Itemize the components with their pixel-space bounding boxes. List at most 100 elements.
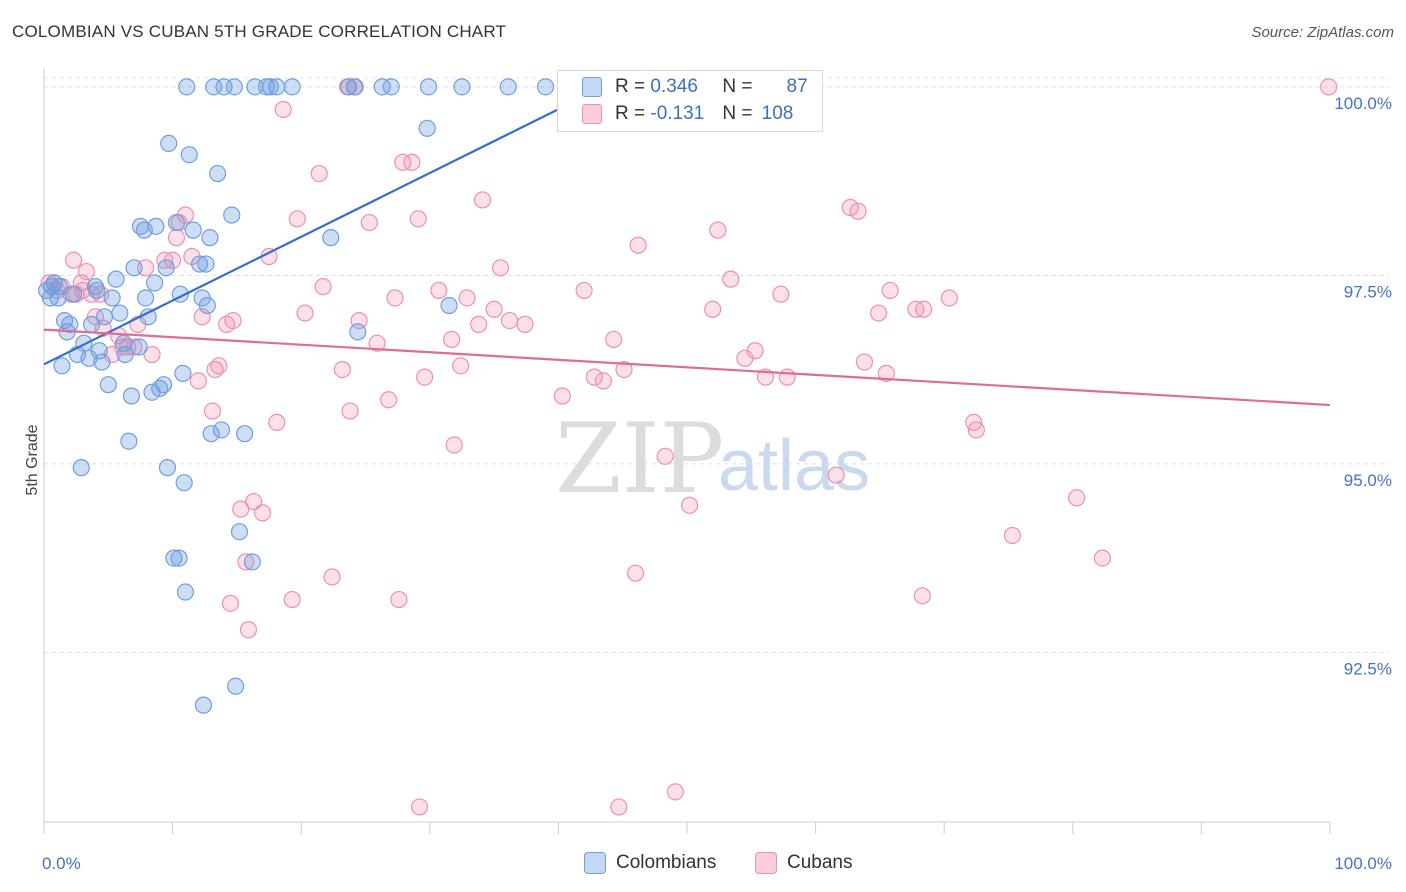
colombian-point	[176, 583, 195, 601]
colombian-point	[346, 78, 364, 96]
cuban-point	[1093, 549, 1111, 567]
n-value: 108	[761, 103, 794, 124]
colombian-point	[261, 78, 279, 96]
series-legend-colombians[interactable]: Colombians	[584, 852, 716, 874]
colombian-point	[50, 278, 69, 296]
colombian-trend-line	[43, 106, 562, 366]
cuban-point	[626, 564, 645, 582]
colombian-point	[322, 229, 340, 247]
colombian-point	[499, 78, 517, 96]
cuban-point	[368, 334, 386, 352]
colombian-point	[170, 549, 188, 567]
colombian-point	[349, 323, 367, 341]
colombian-point	[440, 296, 458, 315]
colombian-point	[103, 289, 121, 307]
cuban-point	[403, 153, 421, 171]
cuban-point	[849, 202, 867, 220]
cuban-point	[940, 289, 958, 307]
cuban-point	[615, 361, 633, 379]
cuban-point	[445, 436, 463, 454]
colombian-point	[157, 259, 175, 277]
y-tick-label: 95.0%	[1344, 471, 1392, 490]
cuban-point	[629, 236, 647, 254]
cuban-point	[915, 300, 933, 318]
cuban-point	[575, 281, 593, 300]
cuban-point	[827, 466, 845, 484]
colombian-point	[145, 274, 164, 292]
data-points	[37, 78, 1338, 816]
cuban-point	[203, 402, 222, 420]
cuban-point	[341, 402, 359, 420]
colombian-point	[202, 425, 220, 443]
colombian-point	[243, 553, 261, 571]
colombian-point	[180, 146, 198, 164]
watermark: ZIP atlas	[555, 403, 870, 515]
colombian-point	[147, 217, 165, 235]
x-tick-label: 100.0%	[1334, 854, 1392, 873]
cuban-point	[360, 213, 378, 232]
legend-row-cubans: R = -0.131 N = 108	[558, 101, 802, 127]
colombian-point	[197, 255, 215, 273]
cuban-point	[239, 621, 258, 639]
colombian-point	[154, 376, 173, 394]
colombian-point	[130, 338, 148, 356]
cuban-point	[73, 281, 92, 300]
colombian-point	[419, 78, 438, 96]
series-label-cubans: Cubans	[787, 852, 853, 873]
cuban-point	[1320, 78, 1338, 96]
cuban-point	[870, 304, 888, 322]
colombian-point	[95, 308, 114, 326]
cuban-point	[380, 391, 398, 409]
colombian-point	[53, 357, 71, 375]
colombian-point	[93, 353, 111, 371]
cuban-point	[323, 568, 341, 586]
cuban-point	[443, 330, 461, 349]
cuban-point	[746, 342, 764, 360]
colombian-point	[175, 474, 193, 492]
cuban-point	[491, 259, 510, 277]
series-legend: Colombians Cubans	[0, 852, 1406, 876]
colombian-point	[174, 364, 192, 382]
cuban-point	[881, 281, 899, 300]
cuban-point	[245, 492, 263, 511]
n-label: N =	[722, 103, 753, 124]
colombian-point	[75, 334, 93, 352]
watermark-zip: ZIP	[555, 403, 724, 515]
cuban-point	[274, 100, 292, 119]
r-value: 0.346	[650, 76, 698, 97]
colombian-point	[88, 281, 106, 300]
legend-swatch-cubans	[582, 104, 602, 124]
colombian-point	[223, 206, 241, 224]
cuban-point	[610, 798, 628, 816]
cuban-point	[333, 361, 351, 379]
cuban-point	[913, 587, 931, 605]
cuban-point	[221, 594, 240, 612]
cuban-point	[594, 372, 613, 390]
cuban-point	[553, 387, 571, 405]
cuban-point	[189, 372, 207, 390]
cuban-point	[237, 553, 255, 571]
cuban-point	[877, 364, 895, 382]
colombian-point	[107, 270, 125, 288]
cuban-point	[778, 368, 796, 386]
series-legend-cubans[interactable]: Cubans	[755, 852, 853, 874]
cuban-point	[232, 500, 250, 518]
colombian-point	[184, 221, 202, 239]
cuban-point	[254, 504, 272, 522]
cuban-point	[314, 278, 332, 296]
cuban-point	[416, 368, 434, 386]
cuban-point	[283, 590, 301, 609]
chart-title: COLOMBIAN VS CUBAN 5TH GRADE CORRELATION…	[12, 22, 507, 41]
x-tick-label: 0.0%	[42, 854, 81, 873]
cuban-point	[1068, 489, 1086, 507]
cuban-point	[268, 413, 286, 431]
cuban-point	[210, 357, 228, 375]
cuban-point	[704, 300, 722, 318]
series-swatch-colombians	[584, 852, 606, 874]
series-label-colombians: Colombians	[616, 852, 717, 873]
cuban-point	[296, 304, 314, 322]
cuban-point	[470, 315, 488, 333]
cuban-point	[77, 262, 96, 281]
colombian-point	[122, 387, 141, 405]
